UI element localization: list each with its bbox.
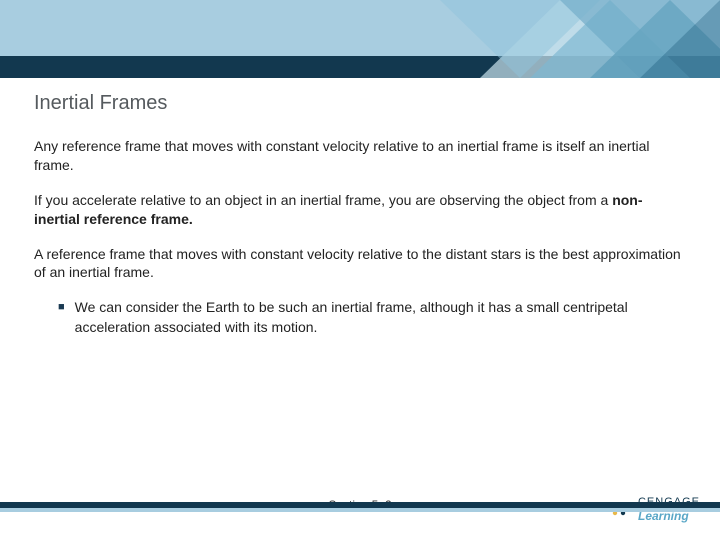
bullet-list: ■ We can consider the Earth to be such a…	[34, 298, 686, 337]
bullet-item: ■ We can consider the Earth to be such a…	[58, 298, 686, 337]
footer-band	[0, 502, 720, 540]
paragraph-3: A reference frame that moves with consta…	[34, 245, 686, 283]
paragraph-1: Any reference frame that moves with cons…	[34, 137, 686, 175]
paragraph-2: If you accelerate relative to an object …	[34, 191, 686, 229]
bullet-mark-icon: ■	[58, 298, 65, 337]
bullet-text: We can consider the Earth to be such an …	[75, 298, 686, 337]
footer-light-bar	[0, 508, 720, 512]
header-triangle-decor	[440, 0, 720, 78]
paragraph-2-text: If you accelerate relative to an object …	[34, 192, 612, 208]
content-area: Inertial Frames Any reference frame that…	[0, 78, 720, 338]
header-band	[0, 0, 720, 78]
slide-title: Inertial Frames	[34, 92, 686, 115]
